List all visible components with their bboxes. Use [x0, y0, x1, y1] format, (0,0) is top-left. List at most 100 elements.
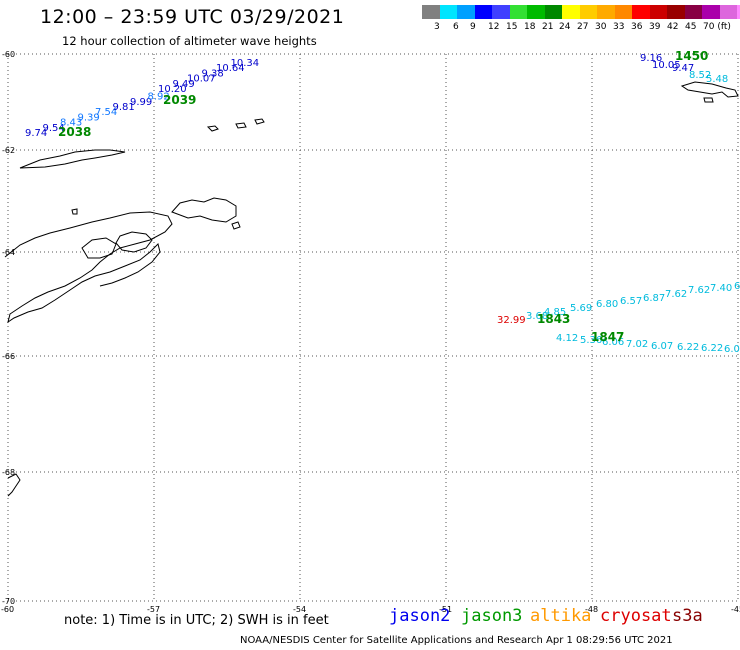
color-scale-label: 12	[488, 22, 500, 32]
mission-jason3: jason3	[461, 606, 523, 626]
wave-height-reading: 4.85	[544, 307, 566, 318]
color-swatch	[597, 5, 615, 19]
color-swatch	[562, 5, 580, 19]
color-scale-label: 27	[577, 22, 589, 32]
color-scale-label: 45	[685, 22, 697, 32]
footer-credit: NOAA/NESDIS Center for Satellite Applica…	[240, 635, 673, 646]
pass-time-label: 1847	[591, 330, 624, 344]
color-swatch	[737, 5, 740, 19]
color-scale-label: 6	[453, 22, 459, 32]
wave-height-reading: 6.87	[643, 293, 665, 304]
color-scale-label: 9	[470, 22, 476, 32]
wave-height-reading: 10.20	[158, 84, 187, 95]
coastline-left-edge	[7, 473, 21, 497]
wave-height-reading: 5.36	[580, 335, 602, 346]
coastline-islet-2	[235, 122, 247, 129]
color-swatch	[509, 5, 527, 19]
wave-height-reading: 9.81	[113, 102, 135, 113]
longitude-label: -45	[731, 605, 740, 614]
latitude-label: -62	[2, 146, 15, 155]
wave-height-reading: 9.54	[43, 123, 65, 134]
color-swatch	[667, 5, 685, 19]
color-scale-label: 33	[613, 22, 625, 32]
pass-time-label: 1843	[537, 312, 570, 326]
wave-height-reading: 6.07	[651, 341, 673, 352]
color-swatch	[457, 5, 475, 19]
wave-height-reading: 6.0	[724, 344, 740, 355]
wave-height-reading: 6.	[734, 281, 740, 292]
chart-subtitle: 12 hour collection of altimeter wave hei…	[62, 34, 317, 48]
wave-height-reading: 3.68	[526, 311, 548, 322]
longitude-label: -48	[585, 605, 598, 614]
mission-altika: altika	[530, 606, 592, 626]
coastline-ice-2	[115, 231, 153, 253]
wave-height-reading: 7.62	[688, 285, 710, 296]
wave-height-reading: 9.38	[202, 68, 224, 79]
wave-height-reading: 8.43	[60, 118, 82, 129]
pass-time-label: 1450	[675, 49, 708, 63]
wave-height-reading: 7.54	[95, 107, 117, 118]
altimeter-tracks: 9.749.548.439.397.549.819.998.92 2038 10.2…	[25, 49, 740, 355]
mission-cryosat: cryosat	[600, 606, 672, 626]
color-swatch	[439, 5, 457, 19]
color-scale-label: 18	[524, 22, 536, 32]
wave-height-reading: 5.69	[570, 303, 592, 314]
latitude-label: -64	[2, 248, 15, 257]
color-scale-label: 21	[542, 22, 554, 32]
color-scale-bar	[422, 5, 740, 19]
color-scale-label: 36	[631, 22, 643, 32]
wave-height-reading: 9.99	[130, 97, 152, 108]
color-scale-label: 70 (ft)	[703, 22, 731, 32]
wave-height-reading: 6.22	[677, 342, 699, 353]
pass-time-label: 2039	[163, 93, 196, 107]
mission-s3a: s3a	[672, 606, 703, 626]
wave-height-reading: 10.07	[187, 74, 216, 85]
coastline-islet-3	[254, 118, 265, 125]
wave-height-reading: 5.48	[706, 74, 728, 85]
wave-height-reading: 6.57	[620, 296, 642, 307]
longitude-label: -57	[147, 605, 160, 614]
wave-height-reading: 6.06	[602, 337, 624, 348]
color-swatch	[579, 5, 597, 19]
color-swatch	[492, 5, 510, 19]
color-swatch	[684, 5, 702, 19]
longitude-label: -54	[293, 605, 306, 614]
coastline	[4, 81, 739, 497]
longitude-label: -60	[1, 605, 14, 614]
wave-height-reading: 7.62	[665, 289, 687, 300]
color-scale-label: 39	[649, 22, 661, 32]
wave-height-reading: 10.05	[652, 60, 681, 71]
color-swatch	[614, 5, 632, 19]
wave-height-reading: 8.92	[148, 92, 170, 103]
latitude-label: -68	[2, 468, 15, 477]
color-scale-label: 30	[595, 22, 607, 32]
wave-height-reading: 4.12	[556, 333, 578, 344]
coastline-south-shetland	[19, 149, 126, 169]
latitude-label: -60	[2, 50, 15, 59]
wave-height-reading: 9.39	[78, 112, 100, 123]
color-swatch	[544, 5, 562, 19]
color-scale-label: 15	[506, 22, 518, 32]
wave-height-reading: 32.99	[497, 315, 526, 326]
longitude-label: -51	[439, 605, 452, 614]
chart-title: 12:00 – 23:59 UTC 03/29/2021	[40, 6, 345, 28]
wave-height-reading: 6.80	[596, 299, 618, 310]
coastline-islet-1	[206, 125, 219, 132]
pass-time-label: 2038	[58, 125, 91, 139]
latitude-label: -70	[2, 597, 15, 606]
mission-jason2: jason2	[389, 606, 451, 626]
coastline-ice-1	[171, 197, 237, 223]
color-scale-label: 24	[559, 22, 571, 32]
color-swatch	[474, 5, 492, 19]
coastline-islet-4	[71, 208, 78, 215]
coastline-peninsula	[4, 211, 173, 324]
wave-height-reading: 10.64	[216, 63, 245, 74]
color-swatch	[719, 5, 737, 19]
coastline-ice-4	[231, 221, 241, 230]
color-scale-label: 3	[434, 22, 440, 32]
coastline-east-islet	[703, 97, 714, 103]
coastline-east-island	[680, 81, 739, 98]
color-scale-label: 42	[667, 22, 679, 32]
wave-height-reading: 10.34	[231, 58, 260, 69]
graticule: -60-62-64-66-68-70-60-57-54-51-48-45	[1, 50, 740, 614]
